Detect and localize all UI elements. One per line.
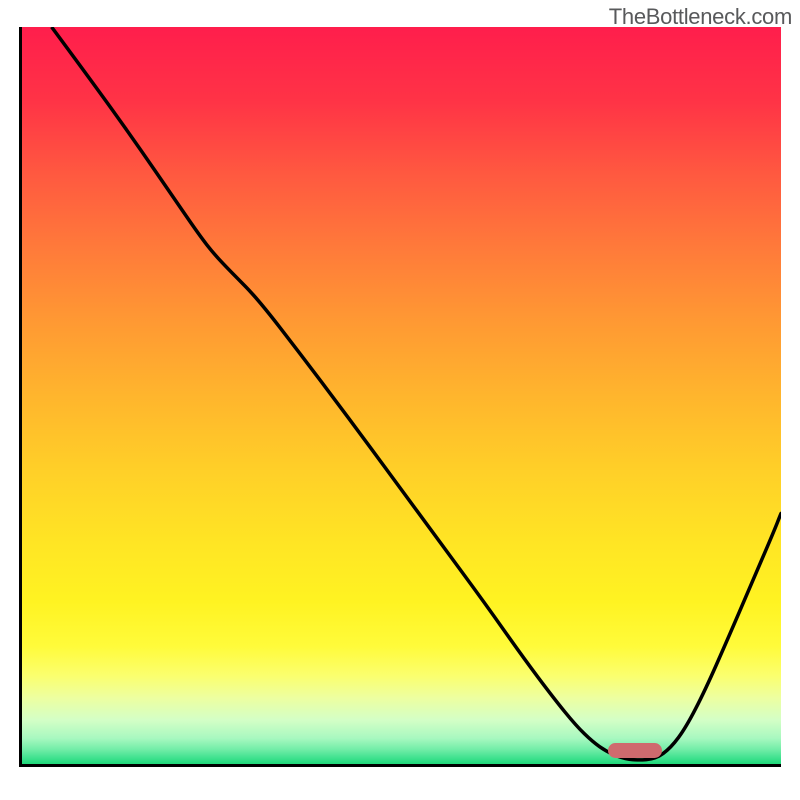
chart-container: TheBottleneck.com [0, 0, 800, 800]
axis-frame [19, 27, 781, 767]
